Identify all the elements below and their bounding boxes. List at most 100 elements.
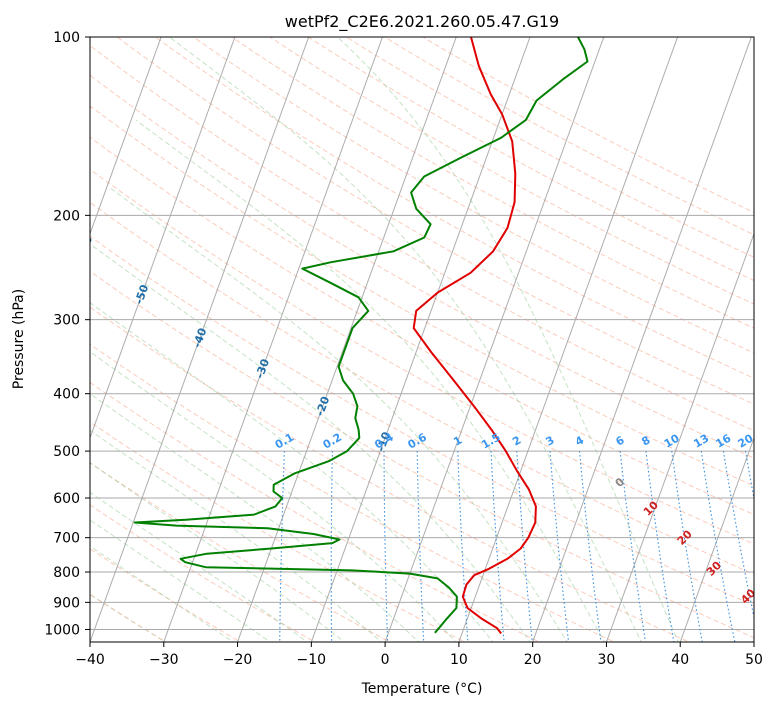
moist-adiabat-line: [90, 243, 531, 642]
mixing-ratio-label: 6: [614, 433, 627, 448]
dry-adiabat-line: [90, 235, 754, 607]
mixing-ratio-label: 0.4: [372, 430, 396, 451]
x-tick-label: −40: [75, 652, 105, 668]
y-axis: 100 200 300 400 500 600 700 800 900 1000: [44, 30, 90, 638]
mixing-ratio-line: [383, 451, 389, 642]
isotherm-line: [679, 436, 754, 642]
x-tick-label: −30: [149, 652, 179, 668]
mixing-ratio-line: [516, 451, 533, 642]
mixing-ratio-label: 8: [639, 434, 652, 449]
dry-adiabat-label: 30: [704, 559, 724, 579]
isotherm-line: [753, 640, 754, 642]
y-tick-label: 1000: [44, 622, 80, 638]
dry-adiabat-label: 10: [641, 498, 661, 518]
y-axis-title: Pressure (hPa): [11, 289, 27, 389]
isotherm-label: -30: [253, 357, 272, 380]
isotherm-line: [605, 232, 754, 642]
y-tick-label: 100: [53, 30, 80, 46]
dry-adiabat-label: 0: [613, 475, 628, 490]
series-layer: [133, 37, 589, 635]
mixing-ratio-line: [549, 451, 570, 642]
mixing-ratio-label: 3: [543, 434, 556, 449]
dry-adiabat-line: [192, 37, 754, 354]
x-tick-label: 0: [381, 652, 390, 668]
moist-adiabat-line: [110, 187, 568, 642]
y-tick-label: 800: [53, 565, 80, 581]
moist-adiabat-line: [337, 37, 679, 642]
dry-adiabat-line: [345, 37, 754, 258]
mixing-ratio-line: [700, 451, 736, 642]
mixing-ratio-line: [645, 451, 675, 642]
mixing-ratio-label: 25: [758, 432, 775, 451]
isotherm-line: [90, 37, 162, 236]
isotherm-line: [384, 37, 605, 642]
mixing-ratio-line: [457, 451, 469, 642]
x-tick-label: −20: [223, 652, 253, 668]
mixing-ratio-label: 20: [736, 431, 756, 450]
x-axis-title: Temperature (°C): [361, 681, 483, 697]
x-tick-label: 40: [671, 652, 689, 668]
isotherm-line: [310, 37, 531, 642]
plot-frame: [89, 36, 755, 643]
isotherm-label: -40: [190, 326, 209, 349]
dry-adiabat-line: [90, 381, 541, 642]
chart-title: wetPf2_C2E6.2021.260.05.47.G19: [285, 12, 559, 32]
dry-adiabat-label: 20: [675, 527, 695, 547]
isotherm-label: -70: [21, 183, 40, 206]
isotherm-line: [237, 37, 457, 642]
x-axis: −40 −30 −20 −10 0 10 20 30 40 50: [75, 642, 763, 668]
x-tick-label: 30: [598, 652, 616, 668]
x-tick-label: −10: [297, 652, 327, 668]
mixing-ratio-line: [416, 451, 425, 642]
isotherm-line: [90, 37, 310, 642]
mixing-ratio-line: [279, 451, 285, 642]
dewpoint-profile-line: [133, 37, 589, 634]
mixing-ratio-label: 16: [714, 431, 734, 450]
moist-adiabat-line: [90, 351, 457, 642]
moist-adiabat-line: [90, 462, 346, 642]
y-tick-label: 900: [53, 595, 80, 611]
moist-adiabat-line: [90, 519, 271, 642]
mixing-ratio-label: 2: [510, 434, 523, 449]
dry-adiabat-line: [307, 37, 754, 282]
mixing-ratio-label: 13: [691, 432, 711, 451]
isotherm-line: [532, 37, 752, 642]
mixing-ratio-label: 0.2: [321, 431, 344, 452]
isotherm-label: -10: [374, 430, 393, 453]
mixing-ratio-line: [768, 451, 775, 644]
mixing-ratio-label: 4: [573, 433, 586, 448]
isotherm-label: -50: [132, 283, 151, 306]
moist-adiabat-line: [90, 393, 420, 642]
y-tick-label: 600: [53, 491, 80, 507]
x-tick-label: 10: [450, 652, 468, 668]
background-lines: [90, 37, 775, 644]
dry-adiabat-line: [269, 37, 754, 305]
x-tick-label: 20: [524, 652, 542, 668]
y-tick-label: 700: [53, 531, 80, 547]
mixing-ratio-label: 1: [451, 434, 464, 449]
mixing-ratio-label: 0.6: [406, 430, 430, 451]
y-tick-label: 500: [53, 444, 80, 460]
mixing-ratio-label: 1.5: [479, 431, 502, 452]
dry-adiabat-line: [421, 37, 754, 213]
mixing-ratio-line: [578, 451, 602, 642]
mixing-ratio-line: [619, 451, 647, 642]
mixing-ratio-line: [330, 451, 333, 642]
x-tick-label: 50: [745, 652, 763, 668]
moist-adiabat-line: [90, 429, 383, 642]
mixing-ratio-label: 10: [662, 431, 682, 450]
mixing-ratio-line: [490, 451, 505, 642]
moist-adiabat-line: [90, 545, 234, 642]
isotherm-line: [163, 37, 383, 642]
dry-adiabat-line: [90, 105, 754, 487]
dry-adiabat-line: [90, 270, 754, 639]
dry-adiabat-line: [90, 136, 754, 516]
isotherm-label: -20: [313, 394, 332, 417]
dry-adiabat-line: [90, 44, 754, 432]
dry-adiabat-line: [116, 37, 754, 405]
dry-adiabat-line: [90, 201, 754, 575]
dry-adiabat-line: [90, 168, 754, 545]
y-tick-label: 400: [53, 387, 80, 403]
mixing-ratio-line: [744, 451, 754, 502]
